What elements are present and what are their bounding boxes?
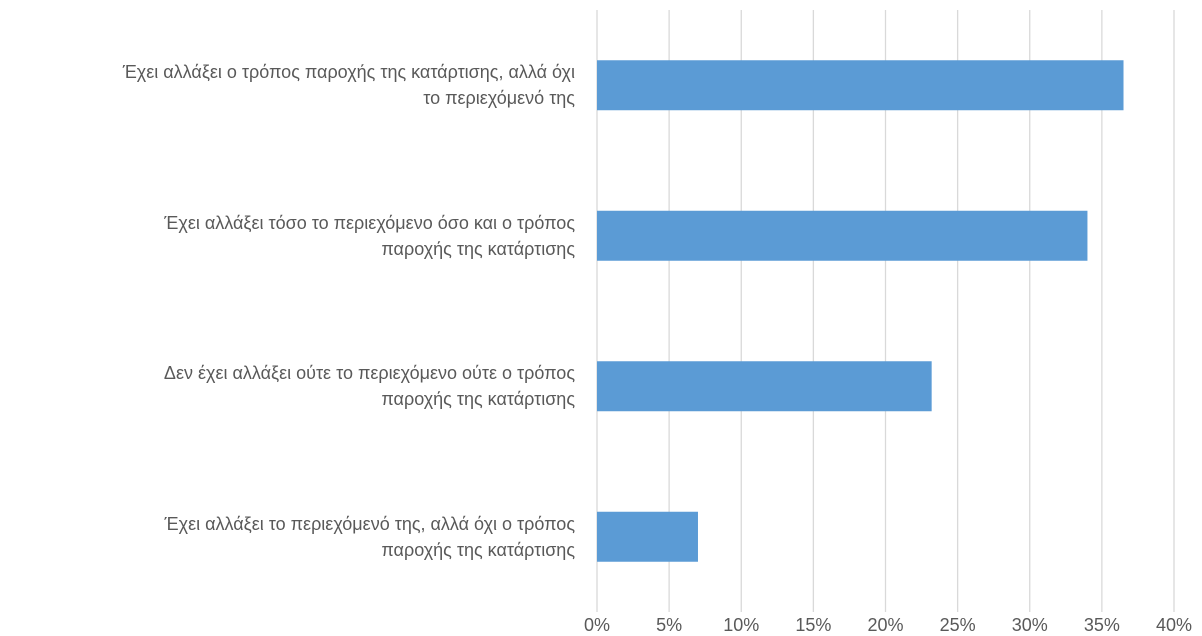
x-tick-label: 20% bbox=[867, 615, 903, 635]
bar bbox=[597, 60, 1124, 111]
x-tick-label: 40% bbox=[1156, 615, 1192, 635]
x-tick-label: 25% bbox=[940, 615, 976, 635]
x-tick-label: 5% bbox=[656, 615, 682, 635]
y-tick-label: Δεν έχει αλλάξει ούτε το περιεχόμενο ούτ… bbox=[163, 363, 575, 410]
x-tick-label: 0% bbox=[584, 615, 610, 635]
y-tick-label: Έχει αλλάξει ο τρόπος παροχής της κατάρτ… bbox=[122, 62, 575, 109]
bar bbox=[597, 511, 698, 562]
x-tick-label: 30% bbox=[1012, 615, 1048, 635]
y-tick-label: Έχει αλλάξει το περιεχόμενό της, αλλά όχ… bbox=[164, 513, 575, 560]
y-tick-label: Έχει αλλάξει τόσο το περιεχόμενο όσο και… bbox=[164, 212, 575, 259]
x-tick-label: 10% bbox=[723, 615, 759, 635]
x-tick-label: 15% bbox=[795, 615, 831, 635]
bar bbox=[597, 210, 1088, 261]
bar bbox=[597, 361, 932, 412]
x-tick-label: 35% bbox=[1084, 615, 1120, 635]
